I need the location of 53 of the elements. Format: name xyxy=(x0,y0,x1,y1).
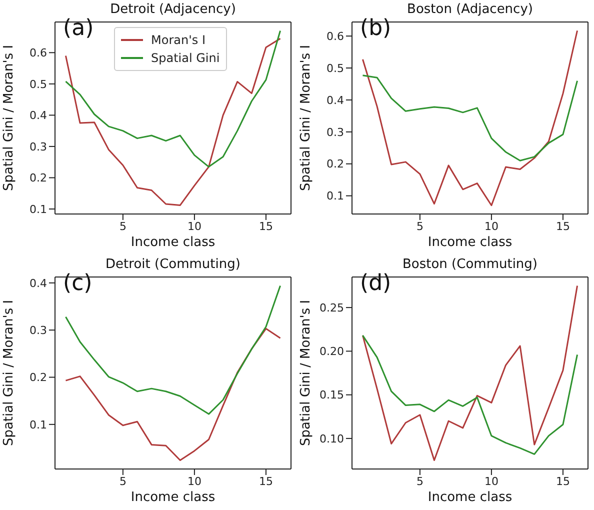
line-series xyxy=(64,328,282,462)
x-tick-label: 5 xyxy=(416,474,424,488)
y-tick-label: 0.6 xyxy=(326,30,344,43)
chart-title: Detroit (Commuting) xyxy=(104,257,242,272)
x-tick-label: 15 xyxy=(258,220,273,233)
y-tick-label: 0.2 xyxy=(30,371,47,384)
y-tick-label: 0.3 xyxy=(30,140,47,154)
y-tick-label: 0.5 xyxy=(30,78,47,91)
y-tick-label: 0.4 xyxy=(30,109,47,122)
legend-label: Moran's I xyxy=(151,32,206,49)
y-tick-label: 0.6 xyxy=(30,46,47,60)
x-tick-label: 5 xyxy=(119,474,126,488)
y-tick-label: 0.2 xyxy=(326,158,344,171)
x-tick-label: 10 xyxy=(187,474,202,488)
line-series xyxy=(362,334,578,455)
x-tick-label: 15 xyxy=(556,220,570,233)
annotation: (b) xyxy=(360,16,392,41)
x-tick-label: 5 xyxy=(416,220,424,233)
y-axis-title: Spatial Gini / Moran's I xyxy=(298,300,314,446)
y-axis-title: Spatial Gini / Moran's I xyxy=(2,44,17,192)
x-tick-label: 15 xyxy=(258,474,273,488)
y-tick-label: 0.3 xyxy=(326,126,344,139)
y-axis-title: Spatial Gini / Moran's I xyxy=(298,44,314,192)
y-tick-label: 0.10 xyxy=(320,432,344,446)
legend-label: Spatial Gini xyxy=(151,50,220,67)
chart-title: Detroit (Adjacency) xyxy=(109,2,237,17)
x-tick-label: 10 xyxy=(187,220,202,233)
x-axis-title: Income class xyxy=(130,490,216,505)
x-axis-title: Income class xyxy=(428,235,512,250)
y-tick-label: 0.1 xyxy=(30,202,47,216)
y-tick-label: 0.1 xyxy=(30,418,47,432)
y-tick-label: 0.20 xyxy=(320,345,344,358)
chart-title: Boston (Adjacency) xyxy=(406,2,534,17)
x-tick-label: 10 xyxy=(484,220,498,233)
y-tick-label: 0.2 xyxy=(30,172,47,185)
y-axis-title: Spatial Gini / Moran's I xyxy=(2,300,17,446)
x-tick-label: 15 xyxy=(556,474,570,488)
y-tick-label: 0.5 xyxy=(326,62,344,75)
y-tick-label: 0.15 xyxy=(320,388,344,402)
x-tick-label: 10 xyxy=(484,474,498,488)
y-tick-label: 0.3 xyxy=(30,324,47,337)
annotation: (a) xyxy=(63,16,94,41)
x-tick-label: 5 xyxy=(119,220,126,233)
x-axis-title: Income class xyxy=(428,490,512,505)
y-tick-label: 0.25 xyxy=(320,301,344,314)
line-series xyxy=(362,74,578,162)
x-axis-title: Income class xyxy=(130,235,216,250)
y-tick-label: 0.1 xyxy=(326,190,344,203)
y-tick-label: 0.4 xyxy=(30,276,47,290)
annotation: (d) xyxy=(360,271,392,296)
y-tick-label: 0.4 xyxy=(326,94,344,107)
annotation: (c) xyxy=(63,271,92,296)
chart-title: Boston (Commuting) xyxy=(401,257,538,272)
